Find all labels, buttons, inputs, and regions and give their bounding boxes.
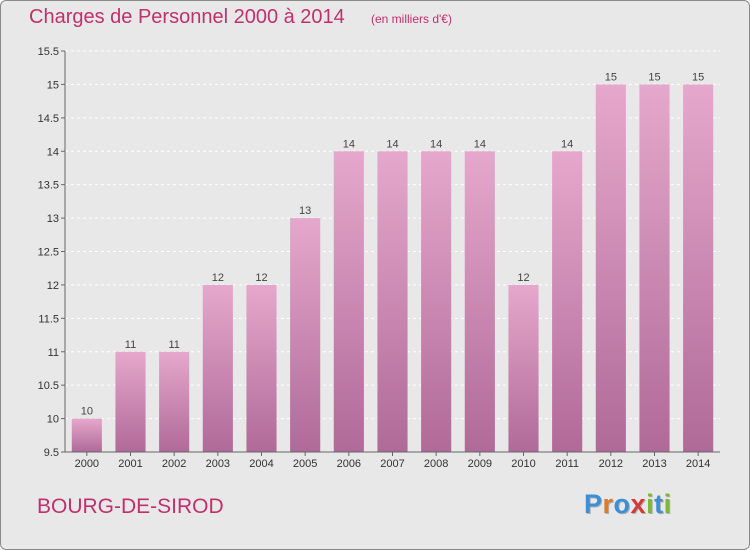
y-tick-label: 12.5 [38,247,59,259]
x-tick-label-2013: 2013 [642,458,666,470]
x-tick-label-2002: 2002 [162,458,186,470]
data-label-2013: 15 [648,71,660,83]
logo-letter: i [646,489,655,519]
data-label-2009: 14 [474,138,486,150]
bar-2014 [683,84,714,453]
x-tick-label-2011: 2011 [555,458,579,470]
bar-2009 [464,151,495,452]
data-label-2005: 13 [299,205,311,217]
bar-2013 [639,84,670,453]
x-tick-label-2012: 2012 [599,458,623,470]
data-label-2002: 11 [168,339,179,351]
data-label-2000: 10 [81,406,93,418]
bar-2008 [421,151,452,452]
y-tick-label: 14.5 [38,113,59,125]
bar-2004 [246,284,277,452]
x-tick-label-2006: 2006 [337,458,361,470]
x-tick-label-2007: 2007 [380,458,404,470]
bar-2002 [159,351,190,452]
bar-2003 [202,284,233,452]
bar-2000 [71,418,102,452]
data-label-2006: 14 [343,138,355,150]
data-label-2011: 14 [561,138,573,150]
bar-2012 [595,84,626,453]
y-tick-label: 10.5 [38,380,59,392]
logo-letter: o [613,489,631,519]
bar-2005 [290,218,321,452]
x-tick-label-2009: 2009 [468,458,492,470]
y-tick-label: 11.5 [38,313,59,325]
y-tick-label: 15.5 [38,46,59,58]
x-tick-label-2003: 2003 [206,458,230,470]
data-label-2008: 14 [430,138,442,150]
data-label-2014: 15 [692,71,704,83]
logo-letter: x [630,489,647,519]
y-tick-label: 12 [47,280,59,292]
y-tick-label: 13 [47,213,59,225]
y-tick-label: 10 [47,414,59,426]
data-label-2007: 14 [386,138,398,150]
data-label-2003: 12 [212,272,224,284]
chart-subtitle: (en milliers d'€) [371,12,452,26]
bar-2007 [377,151,408,452]
logo-letter: P [584,489,603,519]
logo-letter: r [602,489,614,519]
chart-title: Charges de Personnel 2000 à 2014 [29,6,345,28]
bars: 10 11 11 12 12 13 14 14 14 14 12 14 15 15 15 [71,71,714,453]
x-tick-label-2005: 2005 [293,458,317,470]
x-tick-label-2001: 2001 [118,458,142,470]
data-label-2010: 12 [517,272,529,284]
y-tick-label: 9.5 [44,447,59,459]
data-label-2001: 11 [125,339,136,351]
bar-2010 [508,284,539,452]
bar-2006 [333,151,364,452]
logo-letter: t [654,489,664,519]
y-tick-label: 13.5 [38,180,59,192]
y-tick-label: 15 [47,79,59,91]
x-tick-label-2014: 2014 [686,458,710,470]
x-tick-label-2000: 2000 [75,458,99,470]
data-label-2012: 15 [605,71,617,83]
commune-name: BOURG-DE-SIROD [37,495,224,518]
logo-letter: i [663,489,672,519]
x-tick-label-2008: 2008 [424,458,448,470]
x-tick-label-2010: 2010 [511,458,535,470]
axes: 9.5 10 10.5 11 11.5 12 12.5 13 13.5 14 14.5 15 15.5 2… [38,46,720,470]
bar-2001 [115,351,146,452]
proxiti-logo: Proxiti [584,489,672,520]
bar-2011 [552,151,583,452]
y-tick-label: 11 [48,347,59,359]
x-tick-label-2004: 2004 [249,458,273,470]
data-label-2004: 12 [255,272,267,284]
y-tick-label: 14 [47,146,59,158]
